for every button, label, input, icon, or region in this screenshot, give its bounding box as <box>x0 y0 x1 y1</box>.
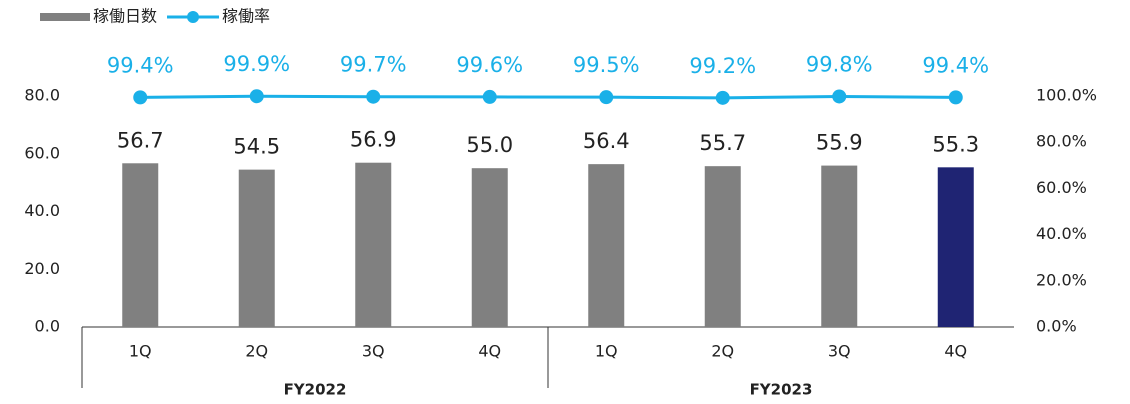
y-tick-label: 0.0 <box>35 317 60 336</box>
line-marker <box>948 90 963 105</box>
bar <box>937 167 974 327</box>
group-label: FY2023 <box>750 381 813 399</box>
bar <box>588 164 625 327</box>
bar-value-label: 54.5 <box>233 135 280 159</box>
y2-tick-label: 0.0% <box>1036 317 1077 336</box>
line-value-label: 99.9% <box>223 52 290 76</box>
line-value-label: 99.2% <box>689 54 756 78</box>
y-tick-label: 40.0 <box>24 201 60 220</box>
line-marker <box>366 89 381 104</box>
bar-value-label: 56.4 <box>583 129 630 153</box>
legend-swatch <box>40 13 90 21</box>
bar-value-label: 55.0 <box>466 133 513 157</box>
y-tick-label: 20.0 <box>24 259 60 278</box>
x-tick-label: 3Q <box>362 342 385 361</box>
line-value-label: 99.8% <box>806 52 873 76</box>
y2-tick-label: 100.0% <box>1036 86 1097 105</box>
line-marker <box>249 89 264 104</box>
legend-marker <box>187 11 200 23</box>
bar <box>704 166 741 327</box>
bar <box>471 168 508 327</box>
bar-value-label: 56.7 <box>117 128 164 152</box>
bar-value-label: 55.9 <box>816 131 863 155</box>
bar-value-label: 55.3 <box>932 132 979 156</box>
y2-tick-label: 60.0% <box>1036 178 1087 197</box>
y-tick-label: 80.0 <box>24 86 60 105</box>
line-value-label: 99.6% <box>456 53 523 77</box>
line-marker <box>715 90 730 105</box>
group-label: FY2022 <box>284 381 347 399</box>
x-tick-label: 2Q <box>245 342 268 361</box>
x-tick-label: 1Q <box>595 342 618 361</box>
bar <box>355 162 392 327</box>
x-tick-label: 4Q <box>944 342 967 361</box>
line-marker <box>482 89 497 104</box>
bar-value-label: 55.7 <box>699 131 746 155</box>
line-marker <box>133 90 148 105</box>
legend-label: 稼働率 <box>222 7 270 26</box>
x-tick-label: 1Q <box>129 342 152 361</box>
line-value-label: 99.4% <box>922 53 989 77</box>
bar <box>238 169 275 327</box>
legend-label: 稼働日数 <box>93 7 157 26</box>
line-marker <box>599 90 614 105</box>
line <box>140 94 956 100</box>
bar <box>821 165 858 327</box>
y-tick-label: 60.0 <box>24 143 60 162</box>
x-tick-label: 4Q <box>478 342 501 361</box>
line-marker <box>832 89 847 104</box>
line-value-label: 99.4% <box>107 53 174 77</box>
line-value-label: 99.7% <box>340 53 407 77</box>
y2-tick-label: 80.0% <box>1036 132 1087 151</box>
line-value-label: 99.5% <box>573 53 640 77</box>
y2-tick-label: 40.0% <box>1036 224 1087 243</box>
bar <box>122 163 159 327</box>
x-tick-label: 3Q <box>828 342 851 361</box>
y2-tick-label: 20.0% <box>1036 270 1087 289</box>
bar-value-label: 56.9 <box>350 128 397 152</box>
x-tick-label: 2Q <box>711 342 734 361</box>
